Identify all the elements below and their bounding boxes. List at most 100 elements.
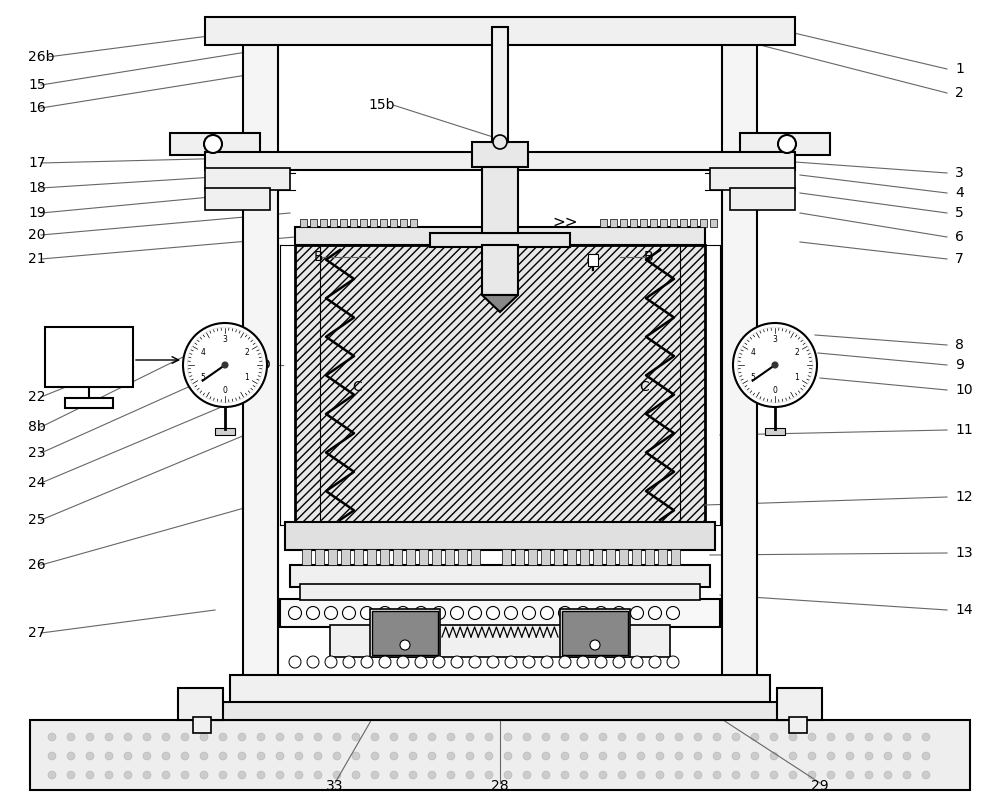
Circle shape [523,656,535,668]
Circle shape [200,752,208,760]
Circle shape [580,771,588,779]
Bar [471,549,480,565]
Bar [502,549,511,565]
Bar [472,142,528,167]
Circle shape [289,656,301,668]
Circle shape [649,656,661,668]
Circle shape [770,771,778,779]
Circle shape [432,606,446,620]
Circle shape [656,752,664,760]
Text: A: A [648,231,658,245]
Text: D: D [259,358,270,372]
Bar [295,245,705,525]
Circle shape [618,733,626,741]
Text: 1: 1 [794,373,799,382]
Circle shape [667,656,679,668]
Circle shape [694,771,702,779]
Circle shape [542,733,550,741]
Bar [205,17,795,45]
Text: 17: 17 [28,156,46,170]
Circle shape [523,733,531,741]
Circle shape [276,752,284,760]
Bar [567,549,576,565]
Text: 2: 2 [794,348,799,357]
Circle shape [371,752,379,760]
Text: 15: 15 [28,78,46,92]
Circle shape [666,606,680,620]
Circle shape [333,771,341,779]
Circle shape [352,771,360,779]
Circle shape [778,135,796,153]
Bar [390,219,397,227]
Text: 22: 22 [28,390,46,404]
Circle shape [324,606,338,620]
Circle shape [561,752,569,760]
Circle shape [143,752,151,760]
Bar [350,219,357,227]
Text: B: B [643,250,653,264]
Circle shape [48,771,56,779]
Bar [360,219,367,227]
Circle shape [580,733,588,741]
Circle shape [808,752,816,760]
Circle shape [371,771,379,779]
Circle shape [827,752,835,760]
Circle shape [325,656,337,668]
Bar [777,688,822,720]
Circle shape [86,771,94,779]
Bar [562,611,628,655]
Circle shape [594,606,608,620]
Circle shape [187,327,263,402]
Circle shape [428,752,436,760]
Bar [430,233,570,247]
Bar [341,549,350,565]
Circle shape [485,771,493,779]
Circle shape [105,752,113,760]
Text: 5: 5 [955,206,964,220]
Circle shape [694,733,702,741]
Text: E: E [336,530,345,544]
Text: 4: 4 [201,348,206,357]
Circle shape [378,606,392,620]
Bar [295,227,705,245]
Circle shape [922,733,930,741]
Circle shape [827,733,835,741]
Bar [482,165,518,233]
Circle shape [86,752,94,760]
Circle shape [276,733,284,741]
Circle shape [466,771,474,779]
Text: 3: 3 [773,336,777,345]
Circle shape [409,771,417,779]
Circle shape [618,752,626,760]
Circle shape [541,656,553,668]
Circle shape [922,752,930,760]
Bar [554,549,563,565]
Bar [302,549,311,565]
Circle shape [559,656,571,668]
Circle shape [48,752,56,760]
Text: 23: 23 [28,446,46,460]
Circle shape [637,733,645,741]
Circle shape [576,606,590,620]
Bar [419,549,428,565]
Text: 4: 4 [955,186,964,200]
Circle shape [219,733,227,741]
Circle shape [884,771,892,779]
Text: 24: 24 [28,476,46,490]
Circle shape [751,752,759,760]
Bar [541,549,550,565]
Text: 0: 0 [223,386,227,394]
Circle shape [162,752,170,760]
Bar [193,717,211,733]
Bar [640,219,647,227]
Circle shape [257,771,265,779]
Text: 1: 1 [955,62,964,76]
Circle shape [238,733,246,741]
Circle shape [590,640,600,650]
Text: 2: 2 [244,348,249,357]
Circle shape [846,733,854,741]
Bar [178,688,223,720]
Circle shape [523,771,531,779]
Circle shape [333,733,341,741]
Circle shape [903,733,911,741]
